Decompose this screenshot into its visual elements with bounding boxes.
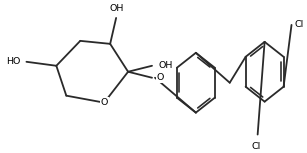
Text: OH: OH — [110, 4, 124, 13]
Text: HO: HO — [6, 57, 21, 66]
Text: O: O — [100, 98, 108, 107]
Text: Cl: Cl — [251, 142, 260, 151]
Text: Cl: Cl — [294, 20, 304, 29]
Text: OH: OH — [159, 61, 173, 70]
Text: O: O — [157, 73, 164, 82]
